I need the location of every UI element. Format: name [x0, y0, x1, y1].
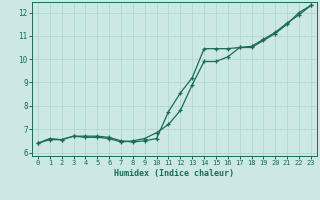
X-axis label: Humidex (Indice chaleur): Humidex (Indice chaleur)	[115, 169, 234, 178]
